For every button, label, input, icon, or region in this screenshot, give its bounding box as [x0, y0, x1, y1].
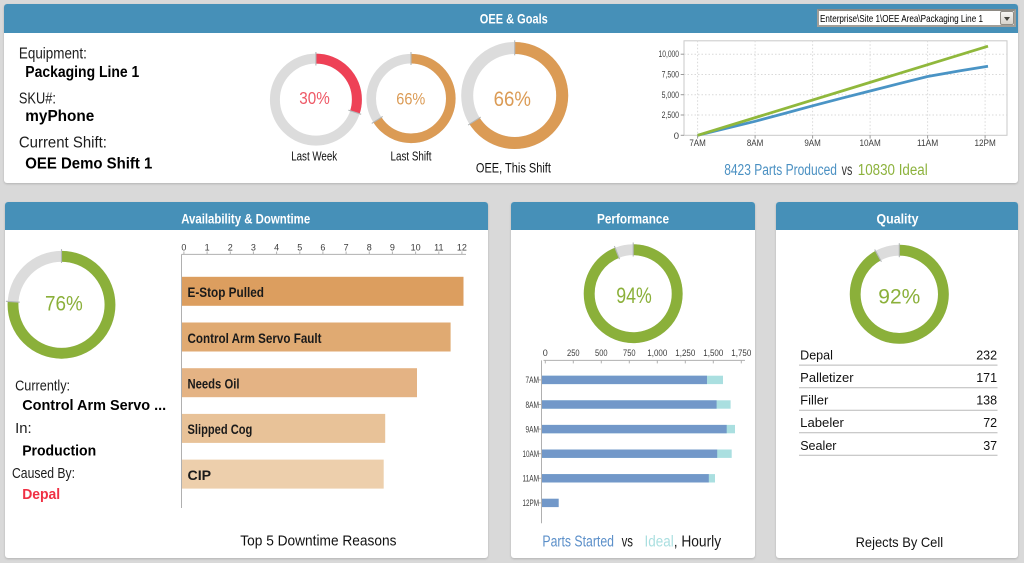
svg-text:750: 750: [623, 348, 636, 358]
svg-text:5,000: 5,000: [662, 90, 679, 101]
svg-text:7AM: 7AM: [689, 138, 706, 149]
svg-text:Control Arm Servo ...: Control Arm Servo ...: [22, 397, 166, 414]
svg-text:8: 8: [367, 243, 372, 253]
svg-text:Control Arm Servo Fault: Control Arm Servo Fault: [188, 330, 322, 346]
svg-text:Sealer: Sealer: [800, 439, 836, 453]
svg-text:Production: Production: [22, 443, 96, 460]
svg-text:Palletizer: Palletizer: [800, 371, 853, 385]
svg-text:myPhone: myPhone: [25, 108, 94, 125]
svg-text:8AM: 8AM: [747, 138, 764, 149]
svg-text:Performance: Performance: [597, 211, 669, 226]
svg-text:11: 11: [434, 243, 443, 253]
svg-text:Caused By:: Caused By:: [12, 466, 75, 482]
svg-text:vs: vs: [622, 534, 634, 551]
svg-text:4: 4: [274, 243, 279, 253]
svg-text:6: 6: [320, 243, 325, 253]
svg-text:8423 Parts Produced: 8423 Parts Produced: [724, 162, 837, 179]
svg-text:76%: 76%: [45, 291, 83, 315]
svg-text:, Hourly: , Hourly: [674, 534, 722, 551]
svg-text:0: 0: [181, 243, 186, 253]
svg-text:Enterprise\Site 1\OEE Area\Pac: Enterprise\Site 1\OEE Area\Packaging Lin…: [820, 13, 983, 25]
svg-text:1,750: 1,750: [731, 348, 751, 358]
svg-text:Labeler: Labeler: [800, 416, 844, 430]
svg-text:Parts Started: Parts Started: [542, 534, 614, 551]
svg-text:12PM: 12PM: [523, 498, 540, 509]
svg-text:Needs Oil: Needs Oil: [188, 376, 240, 392]
svg-text:Packaging Line 1: Packaging Line 1: [25, 64, 139, 81]
svg-text:10830 Ideal: 10830 Ideal: [858, 162, 928, 179]
svg-text:Depal: Depal: [800, 348, 833, 362]
svg-text:10,000: 10,000: [659, 49, 680, 60]
svg-text:7AM: 7AM: [526, 375, 540, 386]
svg-text:9AM: 9AM: [804, 138, 821, 149]
svg-text:1: 1: [205, 243, 210, 253]
svg-text:5: 5: [297, 243, 302, 253]
svg-text:10AM: 10AM: [859, 138, 880, 149]
svg-text:7: 7: [344, 243, 349, 253]
svg-text:8AM: 8AM: [526, 400, 540, 411]
svg-text:1,500: 1,500: [703, 348, 723, 358]
svg-text:94%: 94%: [616, 283, 652, 308]
svg-text:2: 2: [228, 243, 233, 253]
svg-text:Last Week: Last Week: [291, 148, 337, 163]
svg-text:7,500: 7,500: [662, 70, 679, 81]
svg-text:Top 5 Downtime Reasons: Top 5 Downtime Reasons: [240, 534, 396, 550]
svg-text:Filler: Filler: [800, 393, 828, 407]
svg-text:500: 500: [595, 348, 608, 358]
svg-text:Currently:: Currently:: [15, 378, 70, 394]
svg-text:2,500: 2,500: [662, 110, 679, 121]
svg-text:OEE, This Shift: OEE, This Shift: [476, 160, 551, 176]
svg-text:Slipped Cog: Slipped Cog: [188, 421, 253, 437]
svg-text:Availability & Downtime: Availability & Downtime: [181, 211, 310, 226]
svg-text:1,000: 1,000: [647, 348, 667, 358]
svg-text:Ideal: Ideal: [645, 534, 674, 551]
svg-text:OEE & Goals: OEE & Goals: [480, 11, 548, 26]
svg-text:72: 72: [983, 416, 997, 430]
svg-text:37: 37: [983, 439, 997, 453]
svg-text:Equipment:: Equipment:: [19, 46, 87, 63]
svg-text:E-Stop Pulled: E-Stop Pulled: [188, 284, 265, 300]
svg-text:Current Shift:: Current Shift:: [19, 135, 107, 152]
svg-text:11AM: 11AM: [917, 138, 938, 149]
svg-text:CIP: CIP: [188, 467, 212, 483]
svg-text:138: 138: [976, 393, 997, 407]
svg-text:12PM: 12PM: [974, 138, 995, 149]
svg-text:12: 12: [457, 243, 467, 253]
svg-text:1,250: 1,250: [675, 348, 695, 358]
svg-text:92%: 92%: [878, 285, 920, 309]
svg-text:Quality: Quality: [877, 211, 919, 226]
svg-text:66%: 66%: [494, 88, 531, 111]
svg-text:66%: 66%: [396, 91, 425, 109]
svg-text:0: 0: [543, 348, 548, 358]
svg-text:Last Shift: Last Shift: [391, 149, 432, 164]
svg-text:Rejects By Cell: Rejects By Cell: [856, 534, 944, 550]
svg-text:30%: 30%: [299, 88, 330, 108]
svg-text:9AM: 9AM: [526, 424, 540, 435]
svg-text:9: 9: [390, 243, 395, 253]
svg-text:Depal: Depal: [22, 486, 60, 503]
svg-text:SKU#:: SKU#:: [19, 90, 56, 107]
svg-text:10: 10: [411, 243, 421, 253]
svg-text:OEE Demo Shift 1: OEE Demo Shift 1: [25, 156, 152, 173]
svg-text:3: 3: [251, 243, 256, 253]
svg-text:171: 171: [976, 371, 997, 385]
svg-text:In:: In:: [15, 421, 32, 437]
svg-text:0: 0: [674, 131, 679, 142]
svg-text:11AM: 11AM: [523, 474, 540, 485]
svg-text:10AM: 10AM: [523, 449, 540, 460]
svg-text:vs: vs: [842, 162, 853, 179]
svg-text:250: 250: [567, 348, 580, 358]
svg-text:232: 232: [976, 348, 997, 362]
